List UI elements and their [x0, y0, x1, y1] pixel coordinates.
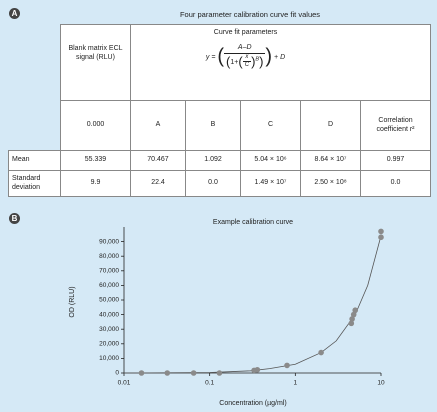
table-cell: 9.9 [60, 170, 131, 197]
formula-numerator: A–D [224, 44, 266, 54]
fit-table: Blank matrix ECL signal (RLU) Curve fit … [8, 24, 432, 197]
formula-b: B [255, 56, 260, 63]
data-point [318, 349, 324, 356]
y-tick-label: 60,000 [99, 282, 119, 289]
panel-label: A [9, 8, 20, 19]
data-point [216, 370, 223, 376]
fit-header-cell: Curve fit parameters y = ( A–D (1+(x C)B)… [129, 24, 432, 101]
formula: y = ( A–D (1+(x C)B) ) + D [205, 43, 286, 69]
table-cell: 0.0 [185, 170, 241, 197]
y-tick-label: 0 [115, 370, 119, 377]
data-point [164, 370, 171, 376]
x-tick-label: 1 [294, 380, 298, 387]
table-cell: 2.50 × 10⁸ [300, 170, 361, 197]
y-tick-label: 30,000 [99, 326, 119, 333]
data-point [350, 311, 357, 318]
data-point [284, 362, 290, 369]
y-tick-label: 10,000 [99, 355, 119, 362]
formula-lhs: y = [205, 53, 216, 61]
fit-curve [123, 235, 382, 374]
chart-title: Example calibration curve [213, 219, 293, 226]
data-point [349, 316, 355, 322]
data-point [352, 307, 359, 314]
data-point [378, 228, 384, 235]
data-point [378, 234, 384, 241]
subheader-cell: C [240, 100, 301, 151]
x-tick-label: 0.01 [118, 380, 131, 387]
y-tick-label: 40,000 [99, 311, 119, 318]
table-cell: 1.092 [185, 150, 241, 171]
table-cell: 70.467 [130, 150, 186, 171]
table-cell: 0.0 [359, 170, 432, 197]
table-cell: 55.339 [60, 150, 131, 171]
formula-fraction: A–D (1+(x C)B) [224, 43, 266, 69]
data-point [348, 320, 355, 327]
table-cell: 1.49 × 10⁷ [240, 170, 301, 197]
formula-x: x [242, 54, 252, 63]
subheader-cell: A [130, 100, 186, 151]
data-point [190, 370, 197, 376]
formula-c: C [244, 62, 250, 69]
row-header: Standard deviation [8, 170, 61, 197]
fit-header: Curve fit parameters [213, 29, 278, 36]
x-tick-label: 10 [377, 380, 385, 387]
table-cell: 22.4 [130, 170, 186, 197]
subheader-cell: Correlation coefficient r² [359, 100, 432, 151]
panel-label: B [9, 213, 20, 224]
x-axis-label: Concentration (µg/ml) [219, 400, 286, 407]
y-axis-label: OD (RLU) [69, 286, 76, 317]
y-tick-label: 50,000 [99, 297, 119, 304]
table-title: Four parameter calibration curve fit val… [179, 10, 321, 19]
subheader-cell: D [300, 100, 361, 151]
y-tick-label: 90,000 [99, 238, 119, 245]
y-tick-label: 80,000 [99, 253, 119, 260]
formula-den-prefix: 1+ [230, 58, 239, 66]
subheader-cell: 0.000 [60, 100, 131, 151]
y-tick-label: 20,000 [99, 341, 119, 348]
y-tick-label: 70,000 [99, 268, 119, 275]
x-tick-label: 0.1 [205, 380, 214, 387]
blank-header: Blank matrix ECL signal (RLU) [60, 24, 131, 101]
data-point [138, 370, 145, 376]
formula-tail: + D [274, 53, 286, 61]
data-point [254, 366, 261, 373]
